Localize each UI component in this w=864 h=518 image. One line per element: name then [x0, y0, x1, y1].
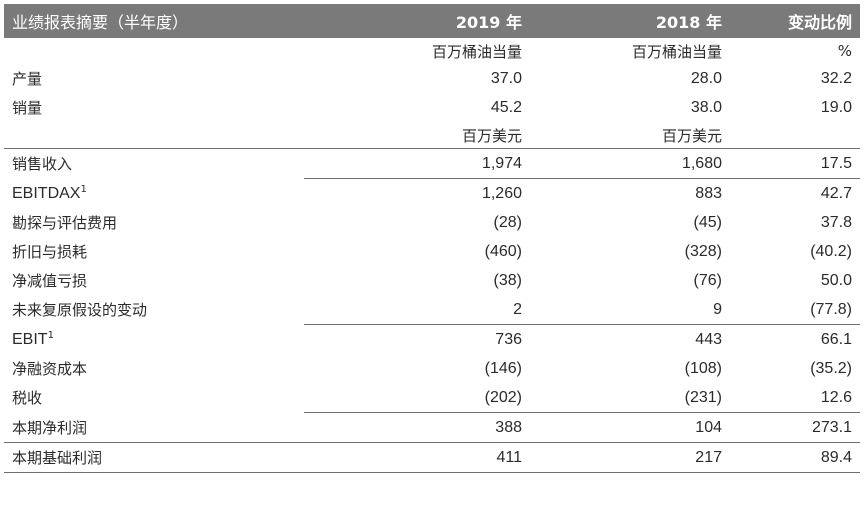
table-title: 业绩报表摘要（半年度） [4, 4, 304, 38]
table-row-ebitdax: EBITDAX1 1,260 883 42.7 [4, 178, 860, 208]
value-2019: 37.0 [490, 69, 522, 87]
value-2018: 38.0 [690, 98, 722, 116]
row-label: 勘探与评估费用 [12, 214, 118, 232]
table-row-restoration: 未来复原假设的变动 2 9 (77.8) [4, 295, 860, 325]
value-change: 89.4 [730, 442, 860, 473]
value-2018: 883 [530, 178, 730, 208]
column-header-2018: 2018 年 [530, 4, 730, 38]
table-row-depreciation: 折旧与损耗 (460) (328) (40.2) [4, 237, 860, 266]
value-change: 37.8 [820, 213, 852, 231]
unit-2018: 百万美元 [661, 126, 722, 145]
unit-2019: 百万美元 [461, 126, 522, 145]
table-row-tax: 税收 (202) (231) 12.6 [4, 383, 860, 413]
value-2018: (231) [684, 388, 722, 406]
row-label: 本期基础利润 [4, 442, 304, 473]
row-label: 产量 [12, 70, 43, 88]
value-2019: 1,260 [304, 178, 530, 208]
financial-summary: 业绩报表摘要（半年度） 2019 年 2018 年 变动比例 百万桶油当量 百万… [4, 4, 860, 473]
row-label: 净融资成本 [12, 360, 88, 378]
row-label: 本期净利润 [12, 418, 88, 437]
value-2018: (45) [693, 213, 722, 231]
value-2018: 104 [530, 412, 730, 443]
table-row-ebit: EBIT1 736 443 66.1 [4, 324, 860, 354]
row-label: EBITDAX1 [12, 183, 87, 202]
unit-2018: 百万桶油当量 [631, 42, 722, 61]
value-2018: (76) [693, 271, 722, 289]
value-change: (35.2) [810, 359, 852, 377]
value-2018: 1,680 [530, 148, 730, 179]
column-header-change: 变动比例 [730, 4, 860, 38]
summary-table: 业绩报表摘要（半年度） 2019 年 2018 年 变动比例 百万桶油当量 百万… [4, 4, 860, 473]
footnote-marker: 1 [47, 329, 54, 341]
value-2018: 28.0 [690, 69, 722, 87]
row-label: 销量 [12, 99, 43, 117]
table-header-row: 业绩报表摘要（半年度） 2019 年 2018 年 变动比例 [4, 4, 860, 38]
value-2018: 443 [530, 324, 730, 354]
value-2019: 736 [304, 324, 530, 354]
table-row-sales-volume: 销量 45.2 38.0 19.0 [4, 93, 860, 122]
unit-row-volume: 百万桶油当量 百万桶油当量 % [4, 38, 860, 64]
footnote-marker: 1 [80, 183, 87, 195]
row-label: 税收 [12, 389, 43, 408]
table-row-exploration: 勘探与评估费用 (28) (45) 37.8 [4, 208, 860, 237]
row-label: 折旧与损耗 [12, 243, 88, 261]
unit-change [730, 122, 860, 149]
unit-2019: 百万桶油当量 [431, 42, 522, 61]
value-change: 17.5 [730, 148, 860, 179]
value-change: 66.1 [730, 324, 860, 354]
value-change: 19.0 [820, 98, 852, 116]
table-row-sales-revenue: 销售收入 1,974 1,680 17.5 [4, 148, 860, 179]
value-change: (40.2) [810, 242, 852, 260]
table-row-underlying-profit: 本期基础利润 411 217 89.4 [4, 442, 860, 473]
value-2019: 45.2 [490, 98, 522, 116]
value-change: (77.8) [810, 300, 852, 318]
value-2019: (460) [484, 242, 522, 260]
value-change: 32.2 [820, 69, 852, 87]
value-2019: (38) [493, 271, 522, 289]
value-2018: 217 [530, 442, 730, 473]
value-2018: (108) [684, 359, 722, 377]
unit-change: % [837, 42, 852, 60]
value-2019: 2 [513, 300, 522, 318]
value-change: 12.6 [820, 388, 852, 406]
value-2019: (146) [484, 359, 522, 377]
value-2019: 411 [304, 442, 530, 473]
value-2019: 388 [304, 412, 530, 443]
table-row-impairment: 净减值亏损 (38) (76) 50.0 [4, 266, 860, 295]
unit-row-money: 百万美元 百万美元 [4, 122, 860, 149]
table-row-finance: 净融资成本 (146) (108) (35.2) [4, 354, 860, 383]
table-row-production: 产量 37.0 28.0 32.2 [4, 64, 860, 93]
table-row-net-profit: 本期净利润 388 104 273.1 [4, 412, 860, 443]
value-change: 273.1 [730, 412, 860, 443]
row-label: 销售收入 [4, 148, 304, 179]
value-2018: (328) [684, 242, 722, 260]
value-2018: 9 [713, 300, 722, 318]
row-label: EBIT1 [12, 329, 54, 348]
row-label: 未来复原假设的变动 [12, 301, 148, 320]
value-change: 50.0 [820, 271, 852, 289]
value-2019: (28) [493, 213, 522, 231]
value-2019: 1,974 [304, 148, 530, 179]
column-header-2019: 2019 年 [304, 4, 530, 38]
value-2019: (202) [484, 388, 522, 406]
value-change: 42.7 [730, 178, 860, 208]
row-label: 净减值亏损 [12, 272, 88, 290]
